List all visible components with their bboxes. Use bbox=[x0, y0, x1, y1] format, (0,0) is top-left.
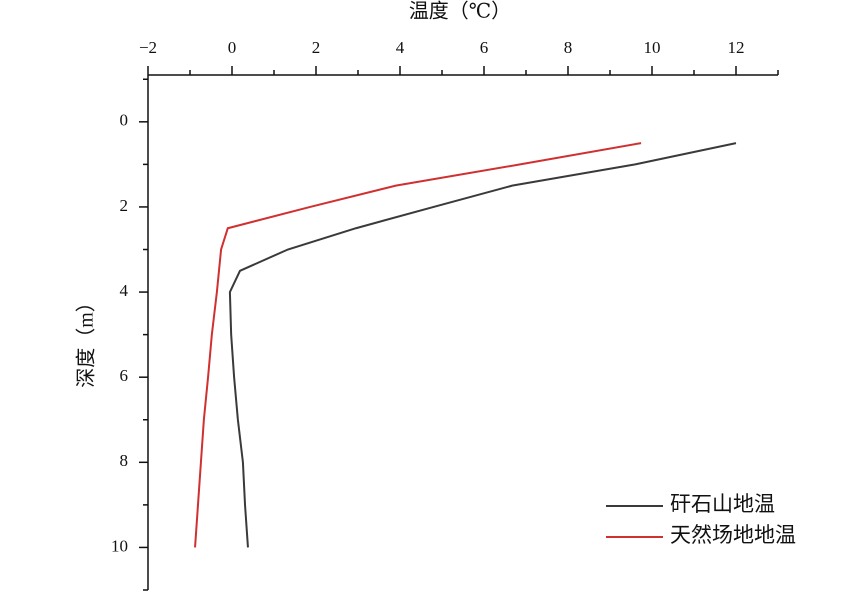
y-tick-label: 4 bbox=[120, 281, 129, 300]
x-axis-title: 温度（℃） bbox=[409, 0, 511, 23]
y-tick-label: 6 bbox=[120, 366, 129, 385]
x-tick-label: −2 bbox=[139, 38, 157, 57]
y-tick-label: 0 bbox=[120, 111, 129, 130]
x-tick-label: 6 bbox=[480, 38, 489, 57]
series-line bbox=[228, 142, 737, 548]
x-tick-label: 4 bbox=[396, 38, 405, 57]
legend-label: 天然场地地温 bbox=[670, 523, 796, 547]
legend-label: 矸石山地温 bbox=[670, 492, 775, 516]
x-tick-label: 12 bbox=[728, 38, 745, 57]
y-tick-label: 2 bbox=[120, 196, 129, 215]
y-axis-title: 深度（m） bbox=[75, 292, 98, 388]
x-tick-label: 8 bbox=[564, 38, 573, 57]
y-tick-label: 10 bbox=[111, 536, 128, 555]
y-tick-label: 8 bbox=[120, 451, 129, 470]
series-line bbox=[194, 142, 642, 548]
x-tick-label: 10 bbox=[644, 38, 661, 57]
x-tick-label: 2 bbox=[312, 38, 321, 57]
x-tick-label: 0 bbox=[228, 38, 237, 57]
